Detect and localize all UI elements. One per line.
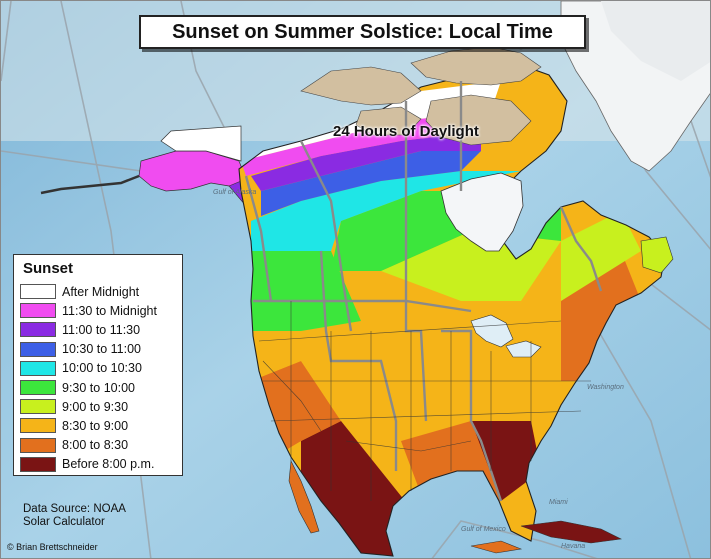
legend-swatch xyxy=(20,380,56,396)
data-source: Data Source: NOAA Solar Calculator xyxy=(23,503,173,529)
yucatan xyxy=(470,540,523,554)
arctic-island xyxy=(410,46,542,86)
legend-label: 9:00 to 9:30 xyxy=(62,399,129,414)
legend-label: After Midnight xyxy=(62,284,140,299)
legend-item: Before 8:00 p.m. xyxy=(20,455,176,474)
aleutian-islands xyxy=(40,174,140,195)
legend-swatch xyxy=(20,284,56,300)
cuba xyxy=(520,520,623,544)
legend-swatch xyxy=(20,456,56,472)
newfoundland xyxy=(640,236,674,274)
place-label-gulf-alaska: Gulf of Alaska xyxy=(213,189,257,196)
legend-label: 10:30 to 11:00 xyxy=(62,342,142,357)
legend-label: 11:30 to Midnight xyxy=(62,303,157,318)
legend-title: Sunset xyxy=(23,260,74,277)
legend-item: 9:30 to 10:00 xyxy=(20,378,176,397)
legend-label: Before 8:00 p.m. xyxy=(62,457,155,472)
legend-item: 10:30 to 11:00 xyxy=(20,340,176,359)
legend-swatch xyxy=(20,437,56,453)
legend-label: 11:00 to 11:30 xyxy=(62,322,141,337)
legend: Sunset After Midnight 11:30 to Midnight 11… xyxy=(13,254,183,476)
hudson-bay xyxy=(440,172,524,252)
baja-california xyxy=(288,459,320,534)
daylight-annotation: 24 Hours of Daylight xyxy=(333,123,479,140)
legend-label: 8:00 to 8:30 xyxy=(62,438,129,453)
legend-label: 10:00 to 10:30 xyxy=(62,361,142,376)
legend-item: 8:00 to 8:30 xyxy=(20,436,176,455)
legend-item: 11:00 to 11:30 xyxy=(20,320,176,339)
state-lines xyxy=(258,301,591,501)
legend-swatch xyxy=(20,360,56,376)
data-source-line-1: Data Source: NOAA xyxy=(23,503,126,515)
greenland-ice xyxy=(601,1,710,81)
legend-item: 9:00 to 9:30 xyxy=(20,397,176,416)
place-label-gulf-mexico: Gulf of Mexico xyxy=(461,526,506,533)
legend-swatch xyxy=(20,303,56,319)
place-label-washington: Washington xyxy=(587,384,624,391)
legend-item: After Midnight xyxy=(20,282,176,301)
map-title: Sunset on Summer Solstice: Local Time xyxy=(139,15,586,49)
legend-label: 9:30 to 10:00 xyxy=(62,380,135,395)
legend-item: 11:30 to Midnight xyxy=(20,301,176,320)
legend-swatch xyxy=(20,322,56,338)
data-source-line-2: Solar Calculator xyxy=(23,516,105,528)
credit: © Brian Brettschneider xyxy=(7,542,98,552)
coastline xyxy=(238,64,666,557)
alaska-north xyxy=(160,125,242,162)
legend-item: 10:00 to 10:30 xyxy=(20,359,176,378)
legend-swatch xyxy=(20,341,56,357)
region-borders xyxy=(244,81,603,502)
lake-erie xyxy=(505,340,542,358)
great-lakes xyxy=(470,314,514,348)
legend-swatch xyxy=(20,399,56,415)
place-label-miami: Miami xyxy=(549,499,568,506)
legend-item: 8:30 to 9:00 xyxy=(20,416,176,435)
baffin-island xyxy=(425,94,532,146)
legend-items: After Midnight 11:30 to Midnight 11:00 to … xyxy=(20,282,176,474)
legend-label: 8:30 to 9:00 xyxy=(62,418,129,433)
arctic-island xyxy=(300,66,422,106)
legend-swatch xyxy=(20,418,56,434)
place-label-havana: Havana xyxy=(561,543,586,550)
